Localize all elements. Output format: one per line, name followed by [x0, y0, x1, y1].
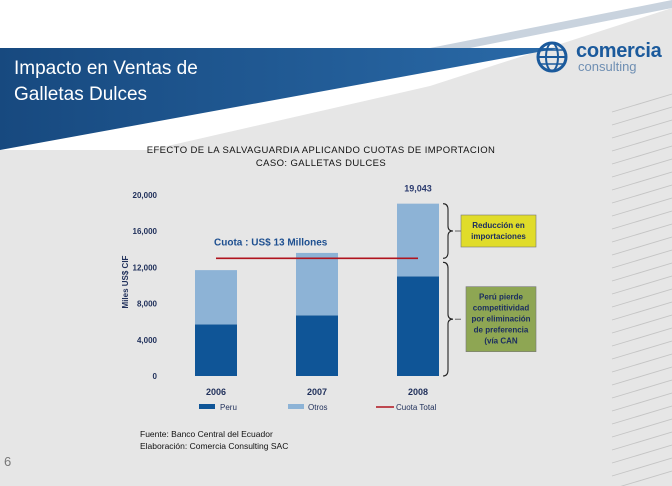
y-tick-label: 8,000	[137, 300, 158, 309]
logo-subtitle: consulting	[578, 59, 637, 74]
stripe-line	[611, 106, 672, 126]
stripe-line	[611, 119, 672, 139]
globe-icon	[536, 41, 568, 73]
stripe-line	[611, 275, 672, 295]
chart-title: EFECTO DE LA SALVAGUARDIA APLICANDO CUOT…	[140, 144, 502, 170]
stripe-line	[611, 262, 672, 282]
stripe-line	[611, 405, 672, 425]
annotation-competitiveness-text: (vía CAN	[484, 337, 518, 346]
annotation-reduction-text: Reducción en	[472, 221, 525, 230]
company-logo: comercia consulting	[536, 40, 666, 82]
stripe-line	[611, 145, 672, 165]
stripe-line	[611, 132, 672, 152]
page-title: Impacto en Ventas de Galletas Dulces	[14, 56, 198, 108]
bar-otros-2006	[195, 270, 237, 325]
stripe-line	[611, 236, 672, 256]
stripe-line	[611, 379, 672, 399]
stripe-line	[611, 288, 672, 308]
stripe-line	[611, 171, 672, 191]
stripe-line	[611, 340, 672, 360]
x-tick-label: 2007	[307, 387, 327, 397]
annotation-competitiveness-text: competitividad	[473, 304, 530, 313]
brace-reduction	[442, 203, 454, 259]
bar-peru-2006	[195, 324, 237, 376]
legend-label-cuota: Cuota Total	[396, 403, 437, 412]
y-tick-label: 4,000	[137, 336, 158, 345]
stripe-line	[611, 158, 672, 178]
legend-label-otros: Otros	[308, 403, 328, 412]
annotation-competitiveness-text: Perú pierde	[479, 293, 524, 302]
y-tick-label: 12,000	[133, 263, 158, 272]
title-line-1: Impacto en Ventas de	[14, 58, 198, 79]
stripe-line	[611, 353, 672, 373]
source-line: Fuente: Banco Central del Ecuador	[140, 429, 273, 439]
annotation-competitiveness-text: de preferencia	[474, 326, 529, 335]
stripe-line	[611, 431, 672, 451]
logo-name: comercia	[576, 40, 662, 62]
legend-swatch-otros	[288, 404, 304, 409]
stripe-line	[611, 314, 672, 334]
stripe-line	[611, 197, 672, 217]
cuota-annotation: Cuota : US$ 13 Millones	[214, 237, 328, 248]
stripe-line	[611, 210, 672, 230]
stripe-line	[611, 327, 672, 347]
legend-label-peru: Peru	[220, 403, 237, 412]
header-banner	[0, 48, 560, 150]
stripe-line	[620, 470, 672, 486]
stripe-line	[611, 366, 672, 386]
title-line-2: Galletas Dulces	[14, 84, 148, 105]
y-tick-label: 0	[153, 372, 158, 381]
chart-title-line-2: CASO: GALLETAS DULCES	[255, 158, 387, 169]
stripe-line	[611, 444, 672, 464]
source-note: Fuente: Banco Central del Ecuador Elabor…	[140, 428, 288, 452]
y-axis-label: Miles US$ CIF	[121, 255, 130, 308]
stripe-line	[611, 457, 672, 477]
brace-competitiveness	[442, 261, 454, 377]
legend-swatch-peru	[199, 404, 215, 409]
x-tick-label: 2008	[408, 387, 428, 397]
stripe-line	[611, 223, 672, 243]
annotation-reduction-text: importaciones	[471, 232, 526, 241]
annotation-competitiveness-box	[465, 286, 537, 352]
x-tick-label: 2006	[206, 387, 226, 397]
chart-title-line-1: EFECTO DE LA SALVAGUARDIA APLICANDO CUOT…	[146, 145, 496, 156]
page-number: 6	[4, 454, 12, 469]
bar-otros-2007	[296, 252, 338, 316]
elaboration-line: Elaboración: Comercia Consulting SAC	[140, 441, 289, 451]
y-tick-label: 16,000	[133, 227, 158, 236]
bar-peru-2007	[296, 315, 338, 376]
stripe-line	[611, 392, 672, 412]
bar-otros-2008	[397, 203, 439, 277]
stripe-line	[611, 301, 672, 321]
bar-peru-2008	[397, 276, 439, 376]
stripe-line	[611, 418, 672, 438]
decorative-stripes	[611, 93, 672, 486]
annotation-reduction-box	[460, 214, 537, 248]
total-data-label: 19,043	[404, 184, 432, 194]
stripe-line	[611, 249, 672, 269]
y-tick-label: 20,000	[133, 191, 158, 200]
stripe-line	[611, 184, 672, 204]
annotation-competitiveness-text: por eliminación	[471, 315, 530, 324]
stripe-line	[611, 93, 672, 113]
